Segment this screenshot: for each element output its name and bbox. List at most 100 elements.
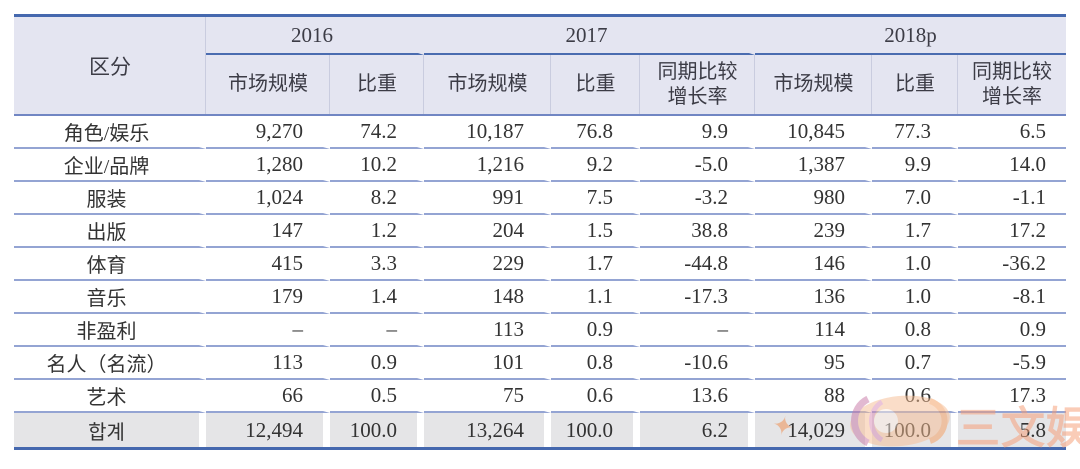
cell-2016-share: 1.4 [330, 281, 424, 314]
cell-2018p-share: 0.6 [872, 380, 958, 413]
cell-2018p-yoy-growth: 6.5 [958, 116, 1066, 149]
total-2017-yoy-growth: 6.2 [640, 413, 755, 447]
table-row-nonprofit: 非盈利 – – 113 0.9 – 114 0.8 0.9 [14, 314, 1066, 347]
cell-2017-share: 9.2 [551, 149, 640, 182]
header-year-2018p: 2018p [755, 17, 1066, 55]
cell-2017-market-size: 204 [424, 215, 551, 248]
cell-2018p-yoy-growth: -5.9 [958, 347, 1066, 380]
header-wrap-text: 同期比较增长率 [657, 60, 738, 108]
cell-2016-market-size: 1,280 [206, 149, 330, 182]
cell-2016-share: 0.9 [330, 347, 424, 380]
cell-2016-share: – [330, 314, 424, 347]
table-row-art: 艺术 66 0.5 75 0.6 13.6 88 0.6 17.3 [14, 380, 1066, 413]
cell-2017-share: 1.7 [551, 248, 640, 281]
cell-2017-market-size: 75 [424, 380, 551, 413]
cell-2018p-share: 1.0 [872, 281, 958, 314]
header-2017-market-size: 市场规模 [424, 55, 551, 116]
cell-2017-market-size: 991 [424, 182, 551, 215]
cell-2017-share: 7.5 [551, 182, 640, 215]
header-group-row: 区分 2016 2017 2018p [14, 17, 1066, 116]
row-label: 出版 [14, 215, 206, 248]
cell-2016-market-size: 415 [206, 248, 330, 281]
market-size-table: 区分 2016 2017 2018p 市场规模 比重 市场规模 比重 同期比较增… [14, 14, 1066, 450]
total-2017-share: 100.0 [551, 413, 640, 447]
cell-2018p-market-size: 146 [755, 248, 872, 281]
total-2016-market-size: 12,494 [206, 413, 330, 447]
cell-2017-market-size: 113 [424, 314, 551, 347]
cell-2017-share: 1.1 [551, 281, 640, 314]
cell-2017-yoy-growth: -3.2 [640, 182, 755, 215]
cell-2018p-market-size: 136 [755, 281, 872, 314]
cell-2017-market-size: 148 [424, 281, 551, 314]
header-year-2017: 2017 [424, 17, 755, 55]
cell-2017-yoy-growth: -10.6 [640, 347, 755, 380]
header-2018p-yoy-growth: 同期比较增长率 [958, 55, 1066, 116]
cell-2016-share: 1.2 [330, 215, 424, 248]
cell-2018p-market-size: 114 [755, 314, 872, 347]
cell-2018p-yoy-growth: -1.1 [958, 182, 1066, 215]
header-2017-share: 比重 [551, 55, 640, 116]
cell-2016-share: 0.5 [330, 380, 424, 413]
cell-2017-yoy-growth: -44.8 [640, 248, 755, 281]
table-row-corporate-brand: 企业/品牌 1,280 10.2 1,216 9.2 -5.0 1,387 9.… [14, 149, 1066, 182]
cell-2018p-market-size: 10,845 [755, 116, 872, 149]
cell-2017-yoy-growth: -5.0 [640, 149, 755, 182]
cell-2016-market-size: 1,024 [206, 182, 330, 215]
table-row-total: 합계 12,494 100.0 13,264 100.0 6.2 14,029 … [14, 413, 1066, 447]
cell-2017-share: 76.8 [551, 116, 640, 149]
cell-2018p-yoy-growth: 0.9 [958, 314, 1066, 347]
header-2016-share: 比重 [330, 55, 424, 116]
cell-2016-market-size: 66 [206, 380, 330, 413]
row-label: 音乐 [14, 281, 206, 314]
cell-2018p-yoy-growth: 17.2 [958, 215, 1066, 248]
table-row-music: 音乐 179 1.4 148 1.1 -17.3 136 1.0 -8.1 [14, 281, 1066, 314]
cell-2017-share: 0.9 [551, 314, 640, 347]
cell-2018p-yoy-growth: -36.2 [958, 248, 1066, 281]
cell-2018p-yoy-growth: 14.0 [958, 149, 1066, 182]
cell-2017-market-size: 229 [424, 248, 551, 281]
cell-2018p-share: 7.0 [872, 182, 958, 215]
header-category: 区分 [14, 17, 206, 116]
cell-2018p-market-size: 1,387 [755, 149, 872, 182]
header-wrap-text: 同期比较增长率 [972, 60, 1052, 108]
total-2018p-share: 100.0 [872, 413, 958, 447]
cell-2017-share: 0.8 [551, 347, 640, 380]
table-row-publishing: 出版 147 1.2 204 1.5 38.8 239 1.7 17.2 [14, 215, 1066, 248]
header-sub-row: 市场规模 比重 市场规模 比重 同期比较增长率 市场规模 比重 同期比较增长率 [14, 55, 1066, 116]
row-label: 非盈利 [14, 314, 206, 347]
cell-2016-market-size: 113 [206, 347, 330, 380]
cell-2016-share: 8.2 [330, 182, 424, 215]
total-2016-share: 100.0 [330, 413, 424, 447]
cell-2018p-yoy-growth: 17.3 [958, 380, 1066, 413]
cell-2018p-market-size: 88 [755, 380, 872, 413]
table-row-celebrity: 名人（名流） 113 0.9 101 0.8 -10.6 95 0.7 -5.9 [14, 347, 1066, 380]
header-2017-yoy-growth: 同期比较增长率 [640, 55, 755, 116]
total-label: 합계 [14, 413, 206, 447]
cell-2017-yoy-growth: 13.6 [640, 380, 755, 413]
table-row-character-entertainment: 角色/娱乐 9,270 74.2 10,187 76.8 9.9 10,845 … [14, 116, 1066, 149]
table-row-sports: 体育 415 3.3 229 1.7 -44.8 146 1.0 -36.2 [14, 248, 1066, 281]
cell-2016-share: 10.2 [330, 149, 424, 182]
cell-2017-market-size: 101 [424, 347, 551, 380]
cell-2018p-share: 9.9 [872, 149, 958, 182]
cell-2018p-market-size: 239 [755, 215, 872, 248]
cell-2016-market-size: 147 [206, 215, 330, 248]
row-label: 体育 [14, 248, 206, 281]
cell-2017-market-size: 1,216 [424, 149, 551, 182]
total-2017-market-size: 13,264 [424, 413, 551, 447]
cell-2018p-share: 77.3 [872, 116, 958, 149]
cell-2017-share: 1.5 [551, 215, 640, 248]
row-label: 艺术 [14, 380, 206, 413]
cell-2018p-yoy-growth: -8.1 [958, 281, 1066, 314]
cell-2018p-share: 0.7 [872, 347, 958, 380]
cell-2017-share: 0.6 [551, 380, 640, 413]
total-2018p-market-size: 14,029 [755, 413, 872, 447]
row-label: 服装 [14, 182, 206, 215]
cell-2017-yoy-growth: 38.8 [640, 215, 755, 248]
cell-2017-market-size: 10,187 [424, 116, 551, 149]
cell-2016-share: 3.3 [330, 248, 424, 281]
cell-2017-yoy-growth: – [640, 314, 755, 347]
cell-2017-yoy-growth: 9.9 [640, 116, 755, 149]
cell-2018p-market-size: 980 [755, 182, 872, 215]
row-label: 企业/品牌 [14, 149, 206, 182]
